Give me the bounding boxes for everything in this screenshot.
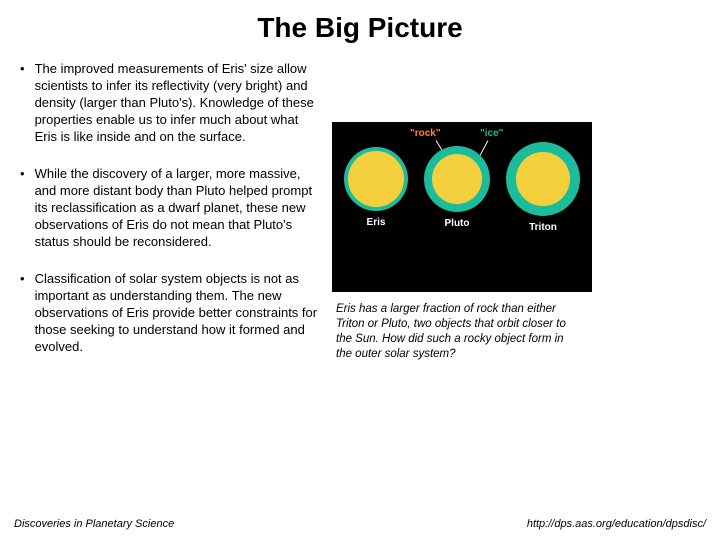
bullet-text: Classification of solar system objects i… [35, 270, 320, 355]
planet-diagram: "rock" "ice" Eris Pluto Triton [332, 122, 592, 292]
body-label: Pluto [445, 218, 470, 229]
rock-core [432, 154, 482, 204]
bullet-text: While the discovery of a larger, more ma… [35, 165, 320, 250]
bullet-text: The improved measurements of Eris' size … [35, 60, 320, 145]
bullet-marker: • [18, 270, 35, 355]
body-label: Triton [529, 222, 557, 233]
footer-right: http://dps.aas.org/education/dpsdisc/ [527, 518, 706, 530]
bodies-row: Eris Pluto Triton [332, 122, 592, 252]
figure-column: "rock" "ice" Eris Pluto Triton Eris has a … [328, 60, 698, 375]
body-pluto: Pluto [424, 146, 490, 229]
ice-annotation: "ice" [480, 128, 503, 139]
bullet-item: • The improved measurements of Eris' siz… [18, 60, 320, 145]
rock-annotation: "rock" [410, 128, 441, 139]
body-eris: Eris [344, 147, 408, 228]
bullet-list: • The improved measurements of Eris' siz… [8, 60, 328, 375]
footer: Discoveries in Planetary Science http://… [0, 518, 720, 530]
bullet-item: • While the discovery of a larger, more … [18, 165, 320, 250]
rock-core [516, 152, 570, 206]
bullet-item: • Classification of solar system objects… [18, 270, 320, 355]
bullet-marker: • [18, 165, 35, 250]
content-row: • The improved measurements of Eris' siz… [0, 60, 720, 375]
page-title: The Big Picture [0, 0, 720, 60]
body-label: Eris [367, 217, 386, 228]
ice-ring [424, 146, 490, 212]
figure-caption: Eris has a larger fraction of rock than … [328, 292, 588, 362]
bullet-marker: • [18, 60, 35, 145]
ice-ring [506, 142, 580, 216]
rock-core [348, 151, 404, 207]
body-triton: Triton [506, 142, 580, 233]
footer-left: Discoveries in Planetary Science [14, 518, 174, 530]
ice-ring [344, 147, 408, 211]
